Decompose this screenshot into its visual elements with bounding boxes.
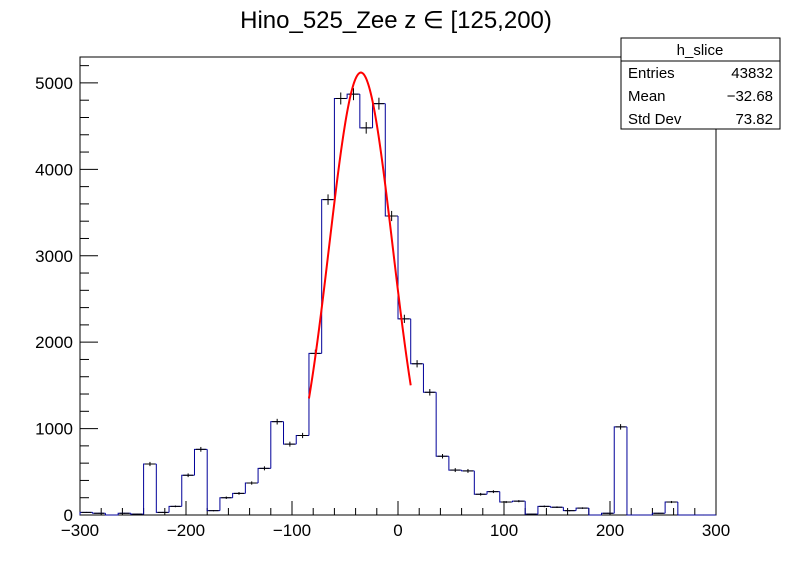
stats-stddev-value: 73.82 [735,111,773,128]
error-bar [462,468,473,473]
error-bars [81,88,677,515]
error-bar [297,432,308,439]
error-bar [361,122,372,134]
stats-title: h_slice [677,42,724,59]
error-bar [412,360,423,368]
stats-box: h_slice Entries 43832 Mean −32.68 Std De… [620,37,781,130]
histogram-bin [104,513,119,516]
error-bar [221,496,232,499]
stats-mean-value: −32.68 [727,88,773,105]
error-bar [144,461,155,467]
error-bar [272,418,283,425]
x-tick-label: 0 [393,521,402,540]
error-bar [119,512,130,514]
stats-mean-label: Mean [628,88,666,105]
histogram-bin [588,508,602,516]
error-bar [259,466,270,471]
error-bar [552,506,562,509]
stats-entries-value: 43832 [731,65,773,82]
error-bar [501,500,512,504]
error-bar [526,513,537,515]
error-bar [424,389,435,396]
x-tick-label: −300 [61,521,99,540]
y-tick-label: 4000 [35,160,73,179]
gaussian-fit-curve [307,71,412,399]
error-bar [170,505,181,508]
x-tick-label: 200 [596,521,624,540]
stats-entries-label: Entries [628,65,675,82]
error-bar [234,492,244,495]
error-bar [615,424,626,430]
error-bar [653,512,664,514]
x-tick-label: 300 [702,521,730,540]
x-tick-label: −100 [273,521,311,540]
histogram-bin [677,502,691,516]
error-bar [208,510,219,512]
error-bar [183,473,194,478]
y-tick-label: 1000 [35,420,73,439]
error-bar [132,513,143,515]
error-bar [437,453,448,459]
error-bar [81,511,92,513]
error-bar [323,194,334,205]
y-tick-label: 3000 [35,247,73,266]
histogram-bin [626,426,640,516]
error-bar [284,441,295,447]
error-bar [539,505,550,508]
error-bar [488,490,499,494]
y-tick-label: 2000 [35,333,73,352]
axis-tick-labels: −300 −200 −100 0 100 200 300010002000300040005… [35,74,730,540]
axis-ticks [79,65,717,516]
error-bar [335,92,346,105]
x-tick-label: −200 [167,521,205,540]
error-bar [602,512,613,514]
y-tick-label: 5000 [35,74,73,93]
error-bar [157,511,168,513]
error-bar [666,500,677,504]
chart-title: Hino_525_Zee z ∈ [125,200) [240,7,552,34]
error-bar [94,512,105,514]
y-tick-label: 0 [64,506,73,525]
x-tick-label: 100 [490,521,518,540]
stats-stddev-label: Std Dev [628,111,682,128]
error-bar [450,468,461,473]
error-bar [564,510,575,512]
error-bar [373,97,384,110]
error-bar [513,500,524,503]
stats-box-frame [620,37,781,130]
error-bar [475,492,486,496]
error-bar [195,446,206,452]
error-bar [577,507,588,509]
error-bar [246,481,257,485]
